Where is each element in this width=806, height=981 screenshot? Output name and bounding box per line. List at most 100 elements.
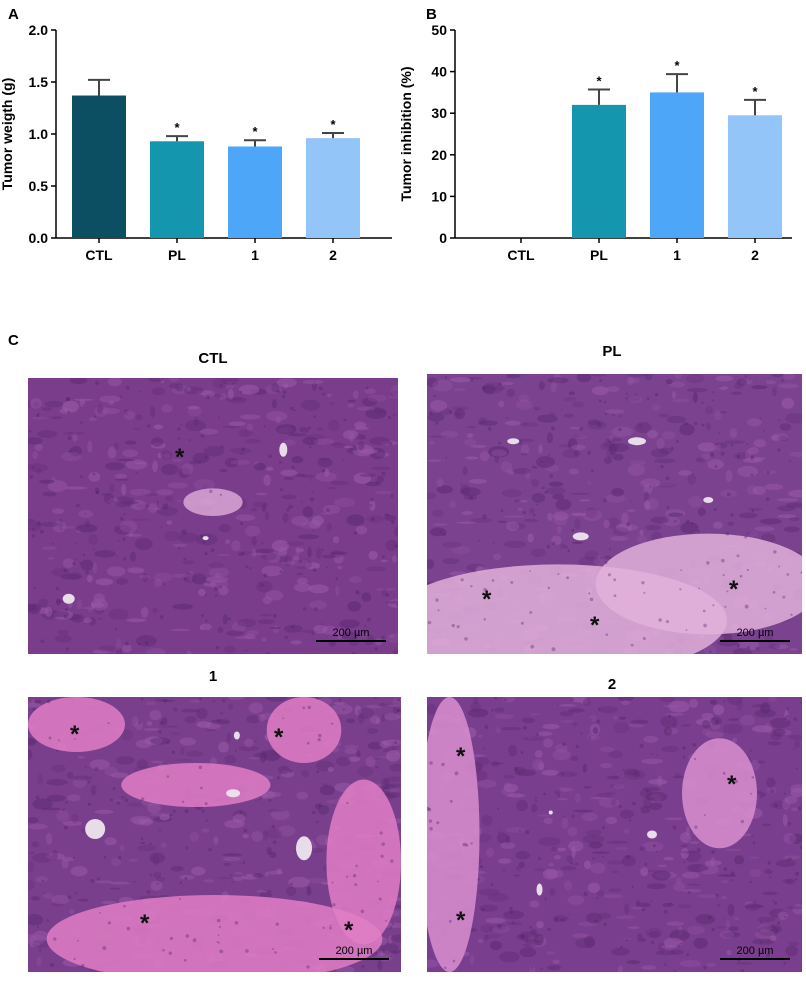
tissue-speckle xyxy=(279,488,283,492)
tissue-speckle xyxy=(200,434,205,438)
tissue-speckle xyxy=(781,379,784,382)
tissue-speckle xyxy=(469,496,474,500)
tissue-texture xyxy=(611,488,625,497)
tissue-texture xyxy=(571,541,584,545)
tissue-texture xyxy=(228,703,234,710)
tissue-speckle xyxy=(536,503,539,506)
tissue-texture xyxy=(553,855,561,860)
tissue-texture xyxy=(751,385,768,390)
tissue-speckle xyxy=(234,921,239,925)
tissue-speckle xyxy=(660,464,664,469)
tissue-speckle xyxy=(487,427,492,431)
tissue-texture xyxy=(98,645,116,652)
tissue-texture xyxy=(436,478,444,488)
tissue-texture xyxy=(201,828,210,833)
tissue-speckle xyxy=(31,851,34,854)
tissue-texture xyxy=(788,489,802,498)
tissue-speckle xyxy=(596,896,599,900)
tissue-texture xyxy=(585,829,602,836)
tissue-speckle xyxy=(703,814,706,817)
tissue-speckle xyxy=(110,798,113,802)
tissue-texture xyxy=(657,775,663,788)
tissue-speckle xyxy=(177,427,181,431)
tissue-texture xyxy=(547,512,553,521)
tissue-texture xyxy=(431,509,444,517)
necrotic-region xyxy=(28,697,125,752)
y-tick-label: 40 xyxy=(431,64,447,80)
tissue-speckle xyxy=(498,382,502,386)
tissue-texture xyxy=(643,484,653,494)
tissue-texture xyxy=(553,917,559,923)
tissue-texture xyxy=(686,387,708,393)
tissue-speckle xyxy=(389,925,393,929)
tissue-speckle xyxy=(498,924,502,929)
tissue-texture xyxy=(109,881,130,885)
tissue-texture xyxy=(490,760,500,768)
tissue-speckle xyxy=(82,403,85,406)
tissue-texture xyxy=(344,744,359,750)
tissue-speckle xyxy=(793,717,797,721)
tissue-speckle xyxy=(711,850,716,854)
tissue-speckle xyxy=(342,708,345,711)
tissue-texture xyxy=(571,401,585,408)
tissue-speckle xyxy=(786,707,789,710)
tissue-speckle xyxy=(84,512,87,515)
tissue-texture xyxy=(113,524,132,535)
tissue-texture xyxy=(116,577,128,585)
tissue-texture xyxy=(385,539,398,552)
tissue-texture xyxy=(514,769,537,777)
tissue-speckle xyxy=(746,443,749,446)
tissue-texture xyxy=(296,572,304,576)
tissue-speckle xyxy=(149,842,152,846)
necrotic-region xyxy=(46,895,383,972)
tissue-texture xyxy=(384,922,401,929)
tissue-texture xyxy=(506,521,520,532)
tissue-texture xyxy=(469,954,474,965)
necrosis-marker: * xyxy=(175,444,185,471)
tissue-speckle xyxy=(626,522,631,527)
tissue-texture xyxy=(130,499,147,510)
tissue-texture xyxy=(251,830,263,842)
tissue-speckle xyxy=(562,742,566,747)
tissue-texture xyxy=(602,498,607,503)
tissue-speckle xyxy=(622,769,625,771)
vessel-lumen xyxy=(202,536,209,541)
tissue-speckle xyxy=(613,578,617,582)
vessel-lumen xyxy=(85,819,106,839)
tissue-speckle xyxy=(159,721,164,726)
tissue-speckle xyxy=(29,475,34,479)
tissue-texture xyxy=(641,758,664,764)
y-axis-label: Tumor inhibition (%) xyxy=(398,66,414,201)
tissue-speckle xyxy=(316,820,319,824)
tissue-texture xyxy=(228,421,246,427)
tissue-texture xyxy=(749,868,762,878)
tissue-texture xyxy=(581,812,598,822)
tissue-speckle xyxy=(750,473,754,477)
tissue-speckle xyxy=(642,636,646,641)
tissue-speckle xyxy=(427,807,432,812)
tissue-speckle xyxy=(663,909,668,914)
tissue-texture xyxy=(559,711,574,717)
tissue-speckle xyxy=(618,804,622,809)
tissue-texture xyxy=(253,752,267,758)
tissue-texture xyxy=(72,431,78,442)
tissue-speckle xyxy=(388,441,393,446)
tissue-speckle xyxy=(198,765,203,770)
tissue-texture xyxy=(442,557,460,565)
tissue-texture xyxy=(663,937,683,948)
tissue-texture xyxy=(602,893,623,899)
tissue-texture xyxy=(766,777,776,788)
tissue-texture xyxy=(384,513,390,517)
tissue-texture xyxy=(513,874,521,877)
significance-marker: * xyxy=(174,120,180,135)
tissue-texture xyxy=(89,759,110,770)
tissue-texture xyxy=(494,707,505,713)
tissue-speckle xyxy=(68,449,72,453)
tissue-speckle xyxy=(85,570,90,575)
tissue-speckle xyxy=(361,964,365,968)
tissue-texture xyxy=(386,632,398,644)
tissue-speckle xyxy=(784,716,788,720)
tissue-texture xyxy=(485,848,495,857)
tissue-texture xyxy=(534,750,543,759)
tissue-speckle xyxy=(442,533,446,537)
